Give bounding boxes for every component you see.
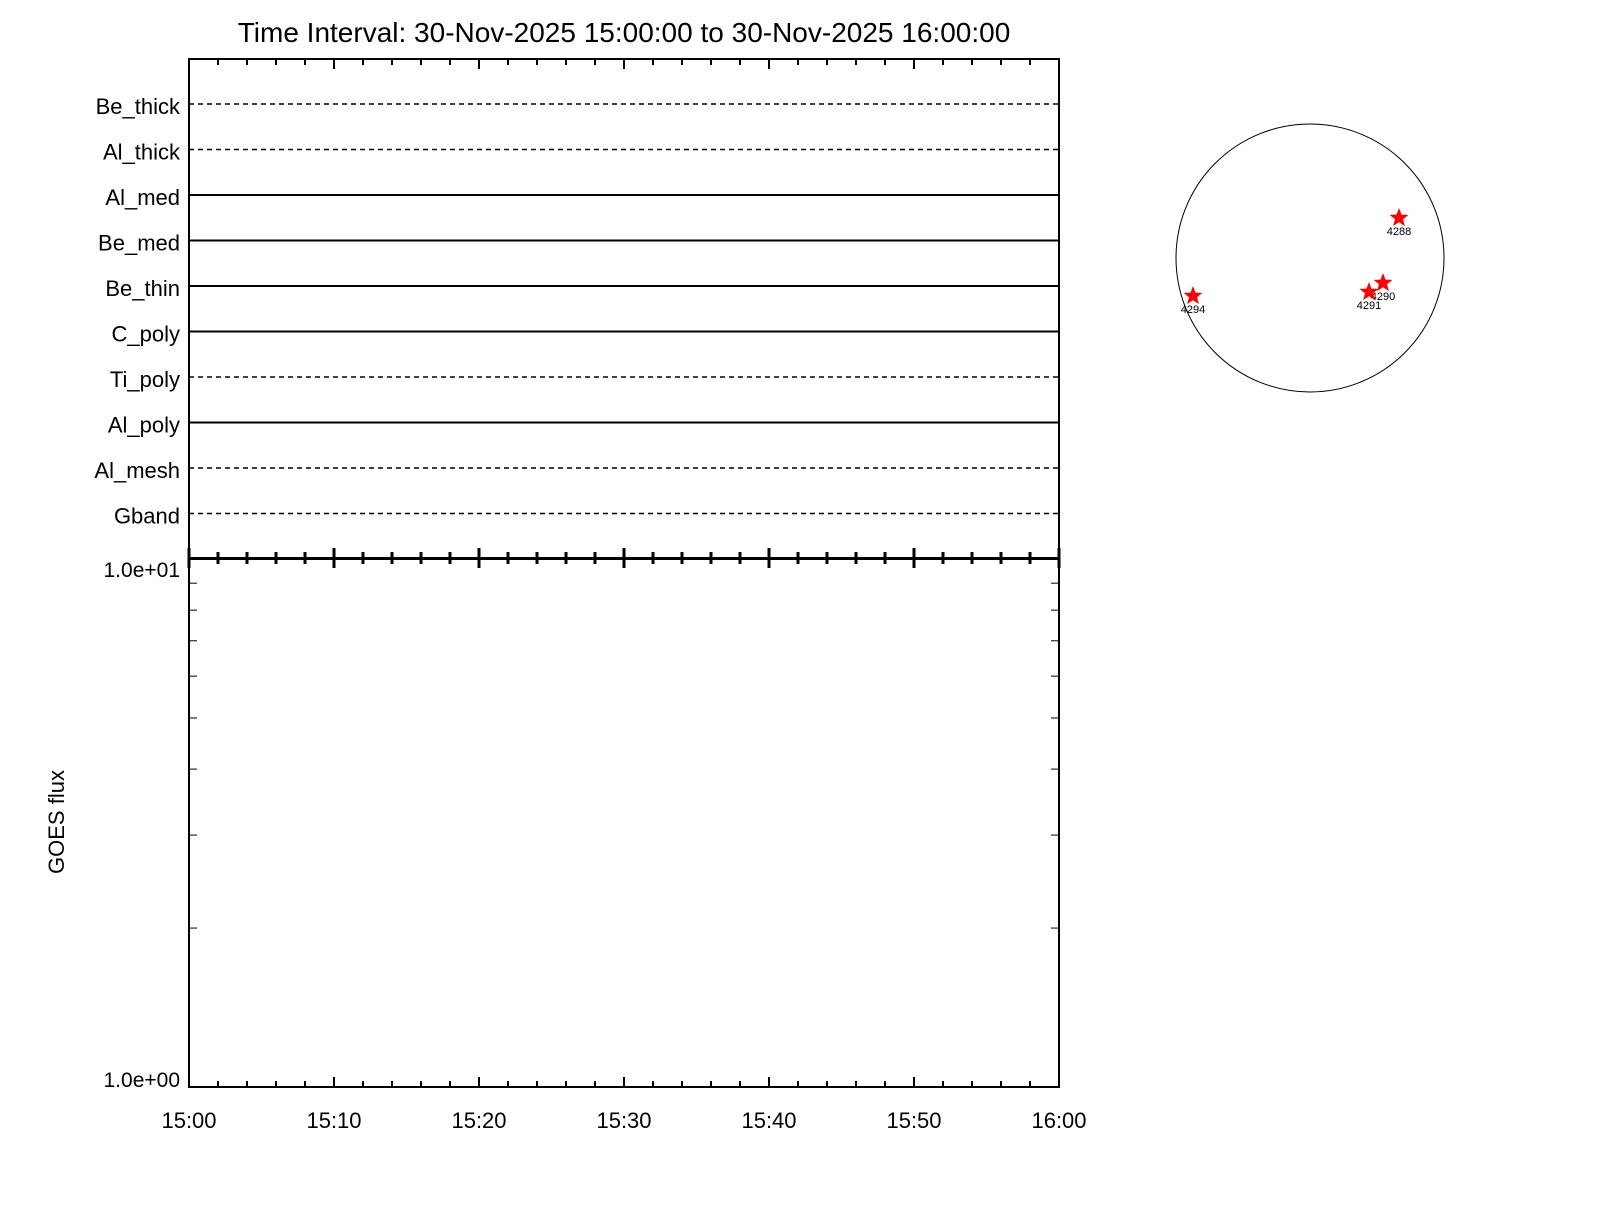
active-region-star	[1183, 286, 1203, 305]
solar-limb	[1175, 123, 1445, 393]
row-label-gband: Gband	[114, 504, 180, 529]
row-label-be_med: Be_med	[98, 231, 180, 256]
row-label-be_thin: Be_thin	[105, 276, 180, 301]
x-tick-label: 15:40	[741, 1108, 796, 1133]
row-label-al_thick: Al_thick	[103, 140, 181, 165]
x-tick-label: 15:20	[451, 1108, 506, 1133]
chart-title: Time Interval: 30-Nov-2025 15:00:00 to 3…	[238, 17, 1011, 48]
y-tick-label: 1.0e+01	[104, 559, 181, 582]
row-label-al_mesh: Al_mesh	[94, 458, 180, 483]
active-region-star	[1373, 273, 1393, 292]
x-tick-label: 15:50	[886, 1108, 941, 1133]
active-region-label: 4288	[1387, 226, 1411, 238]
x-tick-label: 15:30	[596, 1108, 651, 1133]
y-tick-label: 1.0e+00	[104, 1069, 181, 1092]
row-label-al_poly: Al_poly	[108, 413, 180, 438]
x-tick-label: 16:00	[1031, 1108, 1086, 1133]
x-tick-label: 15:00	[161, 1108, 216, 1133]
bottom-panel-frame	[188, 558, 1060, 1088]
row-label-ti_poly: Ti_poly	[110, 367, 180, 392]
active-region-star	[1389, 208, 1409, 227]
y-axis-label: GOES flux	[44, 770, 69, 874]
x-tick-label: 15:10	[306, 1108, 361, 1133]
active-region-label: 4290	[1371, 291, 1395, 303]
filter-panel: Be_thick Al_thick Al_med Be_med Be_thin C_pol…	[94, 58, 1061, 568]
row-label-c_poly: C_poly	[112, 322, 180, 347]
active-region-label: 4294	[1181, 304, 1205, 316]
active-region-star	[1359, 282, 1379, 301]
active-region-label: 4291	[1357, 300, 1381, 312]
top-panel-frame	[188, 58, 1060, 559]
row-label-al_med: Al_med	[105, 185, 180, 210]
row-label-be_thick: Be_thick	[96, 94, 181, 119]
goes-flux-panel: 1.0e+01 1.0e+00 15:00 15:10 15:20 15:30 15:40 1…	[104, 558, 1087, 1133]
